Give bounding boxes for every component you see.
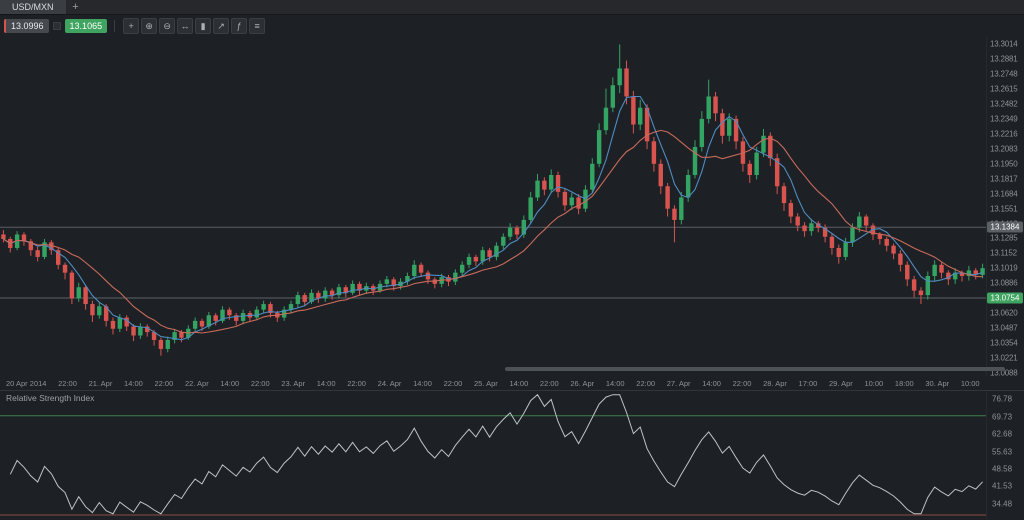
time-axis-label: 10:00	[960, 379, 980, 388]
sell-price-button[interactable]: 13.0996	[4, 19, 49, 33]
tab-bar: USD/MXN +	[0, 0, 1024, 15]
zoom-in-button[interactable]: ⊕	[141, 18, 158, 34]
rsi-axis-label: 41.53	[992, 481, 1013, 491]
rsi-axis-label: 34.48	[992, 499, 1013, 509]
pan-icon: ↔	[180, 20, 190, 31]
price-axis-label: 13.0354	[990, 338, 1018, 348]
price-axis-label: 13.1551	[990, 204, 1018, 214]
price-axis-label: 13.2216	[990, 129, 1018, 139]
time-axis-label: 22:00	[347, 379, 366, 388]
crosshair-icon: +	[128, 20, 134, 31]
price-axis-label: 13.1152	[990, 248, 1017, 258]
indicators-icon: ƒ	[236, 20, 242, 31]
price-axis: 13.3014 13.2881 13.2748 13.2615 13.2482 13.23…	[986, 37, 1024, 377]
menu-icon: ≡	[254, 20, 260, 31]
price-axis-label: 13.3014	[990, 39, 1018, 49]
rsi-axis-label: 48.58	[992, 464, 1013, 474]
time-axis-label: 27. Apr	[666, 379, 691, 388]
chart-type-button[interactable]: ▮	[195, 18, 212, 34]
time-axis-label: 14:00	[316, 379, 336, 388]
price-axis-label: 13.1684	[990, 189, 1018, 199]
indicators-button[interactable]: ƒ	[231, 18, 248, 34]
time-axis: 20 Apr 2014 22:00 21. Apr 14:00 22:00 22. Apr…	[0, 377, 986, 390]
time-axis-label: 14:00	[220, 379, 240, 388]
time-axis-label: 14:00	[702, 379, 721, 388]
price-chart-panel: 13.3014 13.2881 13.2748 13.2615 13.2482 13.23…	[0, 37, 1024, 377]
price-axis-label: 13.2881	[990, 54, 1018, 64]
rsi-axis-label: 62.68	[992, 429, 1013, 439]
price-axis-label: 13.2615	[990, 84, 1018, 94]
price-axis-label: 13.0620	[990, 308, 1018, 318]
time-axis-label: 14:00	[509, 379, 529, 388]
trend-line-button[interactable]: ↗	[213, 18, 230, 34]
time-axis-label: 22:00	[250, 379, 270, 388]
price-axis-label: 13.0221	[990, 353, 1018, 363]
rsi-panel: Relative Strength Index 76.78 69.73 62.68 5…	[0, 390, 1024, 519]
time-axis-label: 22:00	[154, 379, 174, 388]
toolbar-tools: + ⊕ ⊖ ↔ ▮ ↗ ƒ ≡	[122, 18, 266, 34]
price-axis-label: 13.0487	[990, 323, 1018, 333]
time-axis-label: 22:00	[539, 379, 559, 388]
chart-scrollbar[interactable]	[505, 367, 1005, 371]
time-axis-label: 28. Apr	[763, 379, 787, 388]
toolbar-separator	[114, 20, 116, 32]
chart-type-icon: ▮	[200, 20, 206, 31]
price-line-badge: 13.1384	[987, 221, 1023, 233]
time-axis-label: 18:00	[894, 379, 914, 388]
price-axis-label: 13.2083	[990, 144, 1018, 154]
time-axis-label: 10:00	[864, 379, 884, 388]
rsi-axis-label: 55.63	[992, 447, 1013, 456]
tab-label: USD/MXN	[12, 2, 54, 12]
tab-usdmxn[interactable]: USD/MXN	[0, 0, 66, 14]
quote-mode-button[interactable]	[52, 22, 61, 30]
rsi-title: Relative Strength Index	[6, 393, 95, 403]
price-axis-label: 13.1950	[990, 159, 1018, 169]
time-axis-label: 25. Apr	[474, 379, 498, 388]
time-axis-label: 23. Apr	[281, 379, 306, 388]
price-axis-label: 13.1817	[990, 174, 1018, 184]
zoom-out-icon: ⊖	[163, 20, 171, 31]
time-axis-label: 22:00	[58, 379, 77, 388]
new-tab-button[interactable]: +	[72, 1, 79, 13]
rsi-axis-label: 76.78	[992, 394, 1013, 404]
chart-toolbar: 13.0996 13.1065 + ⊕ ⊖ ↔ ▮ ↗ ƒ ≡	[0, 15, 1024, 37]
time-axis-label: 22. Apr	[184, 379, 209, 388]
time-axis-label: 30. Apr	[925, 379, 950, 388]
crosshair-button[interactable]: +	[123, 18, 140, 34]
zoom-out-button[interactable]: ⊖	[159, 18, 176, 34]
time-axis-label: 20 Apr 2014	[6, 379, 47, 388]
time-axis-label: 26. Apr	[570, 379, 595, 388]
price-axis-label: 13.2748	[990, 69, 1018, 79]
time-axis-label: 21. Apr	[88, 379, 113, 388]
price-axis-label: 13.0886	[990, 278, 1018, 288]
time-axis-label: 22:00	[443, 379, 463, 388]
time-axis-label: 22:00	[636, 379, 656, 388]
time-axis-label: 14:00	[605, 379, 625, 388]
time-axis-label: 29. Apr	[829, 379, 853, 388]
price-axis-label: 13.2349	[990, 114, 1018, 124]
price-line-badge: 13.0754	[987, 292, 1023, 304]
time-axis-label: 17:00	[798, 379, 818, 388]
time-axis-label: 14:00	[124, 379, 143, 388]
rsi-axis-label: 69.73	[992, 412, 1013, 421]
pan-button[interactable]: ↔	[177, 18, 194, 34]
trend-line-icon: ↗	[217, 20, 225, 31]
rsi-axis: 76.78 69.73 62.68 55.63 48.58 41.53 34.48	[986, 391, 1024, 519]
menu-button[interactable]: ≡	[249, 18, 266, 34]
price-axis-label: 13.1285	[990, 233, 1018, 243]
time-axis-label: 22:00	[732, 379, 752, 388]
price-axis-label: 13.0088	[990, 368, 1018, 378]
zoom-in-icon: ⊕	[145, 20, 153, 31]
time-axis-label: 24. Apr	[377, 379, 402, 388]
buy-price-button[interactable]: 13.1065	[64, 19, 108, 33]
time-axis-label: 14:00	[413, 379, 432, 388]
price-chart-canvas[interactable]	[0, 37, 986, 377]
price-axis-label: 13.1019	[990, 263, 1018, 273]
price-axis-label: 13.2482	[990, 99, 1018, 109]
rsi-chart-canvas[interactable]	[0, 391, 986, 520]
